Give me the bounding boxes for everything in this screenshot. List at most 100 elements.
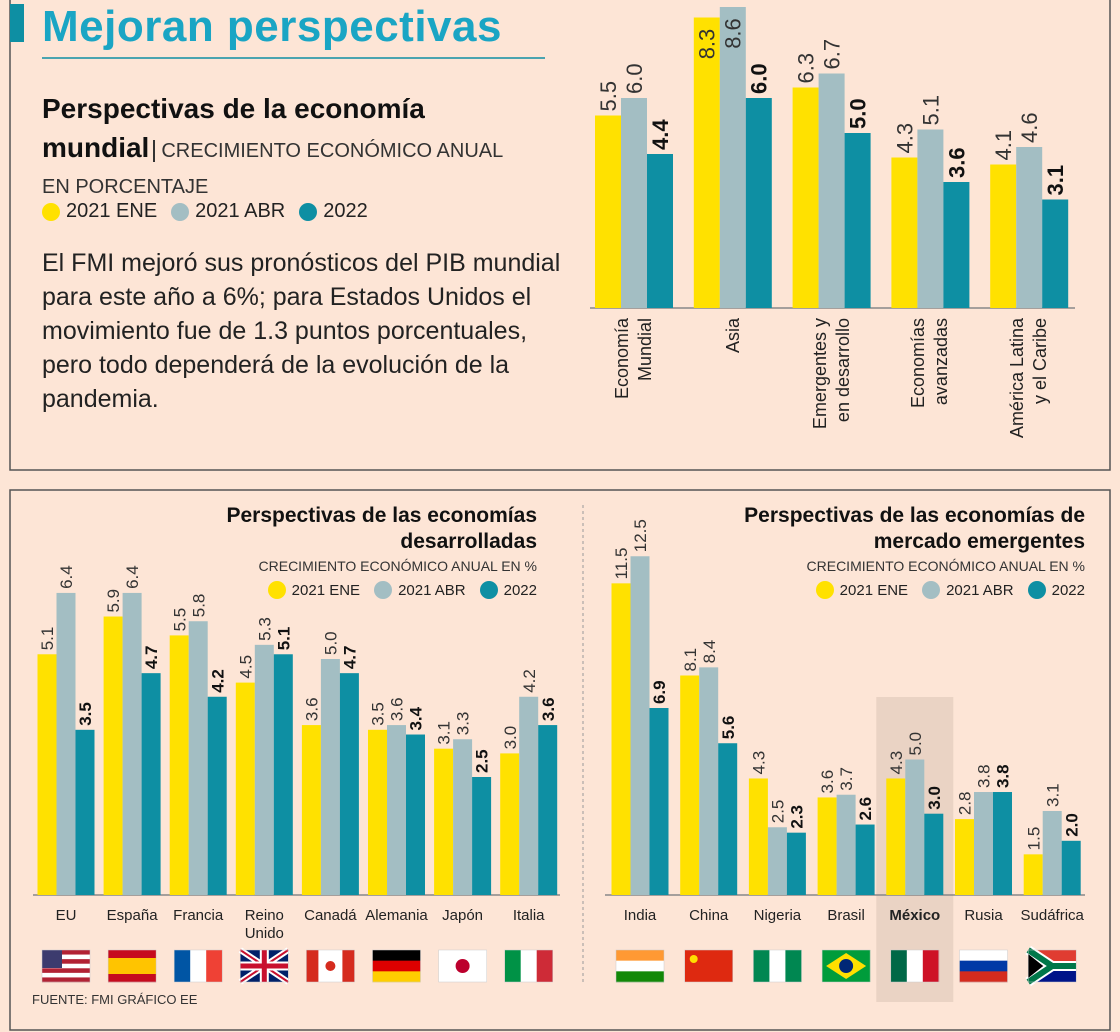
x-tick-label: China — [689, 907, 729, 924]
x-tick-label: Economía Mundial — [612, 318, 655, 400]
bar — [169, 635, 189, 895]
flag-border — [615, 949, 665, 983]
value-label: 5.5 — [170, 608, 189, 632]
flag — [107, 949, 157, 983]
legend-item: 2022 — [299, 200, 368, 223]
flag-border — [959, 949, 1008, 983]
bar — [855, 824, 875, 895]
bar — [647, 154, 673, 308]
value-label: 5.0 — [906, 732, 925, 756]
bar — [680, 675, 700, 895]
x-tick-label: Brasil — [827, 907, 865, 924]
flag-stripe — [616, 971, 664, 983]
chart-subtitle: CRECIMIENTO ECONÓMICO ANUAL EN PORCENTAJ… — [42, 140, 504, 198]
value-label: 6.3 — [794, 53, 819, 84]
flag-stripe — [504, 950, 521, 982]
legend-label: 2022 — [1051, 581, 1085, 599]
bar — [836, 794, 856, 895]
legend: 2021 ENE 2021 ABR 2022 — [815, 581, 1085, 599]
value-label: 8.6 — [721, 18, 746, 49]
bar — [207, 696, 227, 895]
flag-stripe — [342, 950, 355, 982]
value-label: 8.4 — [700, 640, 719, 664]
legend-item: 2021 ABR — [374, 581, 466, 599]
value-label: 3.8 — [975, 764, 994, 788]
value-label: 3.1 — [435, 721, 454, 745]
legend-swatch — [42, 202, 60, 221]
bar — [254, 644, 274, 895]
legend-swatch — [1027, 581, 1046, 599]
x-tick-label: Canadá — [304, 907, 357, 924]
value-label: 4.6 — [1017, 112, 1042, 143]
x-tick-label: Italia — [512, 907, 545, 924]
x-tick-label: América Latina y el Caribe — [1007, 318, 1051, 439]
flag-border — [753, 949, 802, 983]
flag-stripe — [42, 954, 90, 960]
bar — [235, 682, 255, 895]
flag-border — [1027, 949, 1077, 983]
value-label: 4.4 — [648, 119, 673, 150]
value-label: 12.5 — [631, 519, 650, 552]
value-label: 8.3 — [695, 29, 720, 60]
bar — [368, 729, 387, 895]
legend-item: 2021 ABR — [922, 581, 1014, 599]
flag-border — [684, 949, 733, 983]
flag-canton — [42, 950, 62, 968]
bar — [917, 129, 944, 308]
value-label: 6.0 — [747, 63, 772, 94]
legend-item: 2021 ABR — [171, 200, 285, 223]
legend-label: 2021 ABR — [946, 581, 1014, 599]
value-label: 3.6 — [818, 770, 837, 794]
bar — [1023, 854, 1043, 895]
value-label: 4.3 — [887, 751, 906, 775]
value-label: 3.3 — [454, 712, 473, 736]
bar — [75, 729, 95, 895]
bar — [301, 725, 321, 895]
value-label: 4.3 — [750, 751, 769, 775]
value-label: 6.9 — [650, 680, 669, 704]
bar — [955, 819, 974, 895]
x-tick-label: España — [106, 907, 158, 924]
x-tick-label: Reino Unido — [244, 907, 284, 942]
bar — [974, 792, 993, 895]
bar — [434, 748, 454, 895]
flag — [890, 949, 940, 983]
flag-stripe — [684, 950, 733, 982]
source: FUENTE: FMI GRÁFICO EE — [32, 992, 198, 1007]
x-tick-label: Emergentes y en desarrollo — [809, 318, 853, 430]
value-label: 2.5 — [473, 749, 492, 773]
value-label: 5.8 — [189, 594, 208, 618]
flag-stripe — [306, 950, 319, 982]
value-label: 3.0 — [925, 786, 944, 810]
value-label: 5.6 — [719, 716, 738, 740]
flag-stripe — [890, 950, 908, 982]
value-label: 3.7 — [837, 767, 856, 791]
flag-stripe — [959, 960, 1008, 972]
chart-subtitle: CRECIMIENTO ECONÓMICO ANUAL EN % — [258, 558, 537, 574]
flag-border — [890, 949, 940, 983]
bar — [990, 164, 1017, 308]
flag-stripe — [536, 950, 553, 982]
flag — [959, 949, 1008, 983]
legend-swatch — [374, 581, 393, 599]
flag — [41, 949, 91, 983]
value-label: 3.6 — [944, 147, 969, 178]
flag-stripe — [108, 974, 157, 983]
flag-border — [107, 949, 157, 983]
x-tick-label: Japón — [442, 907, 484, 924]
x-tick-label: Nigeria — [753, 907, 802, 924]
value-label: 3.1 — [1043, 165, 1068, 196]
flag-stripe — [108, 958, 157, 967]
flag-stripe — [785, 950, 802, 982]
value-label: 3.0 — [501, 726, 520, 750]
flag — [615, 949, 665, 983]
flag-emblem — [455, 959, 470, 973]
bar — [719, 7, 746, 308]
bar — [649, 708, 669, 895]
value-label: 11.5 — [612, 548, 631, 580]
flag-stripe — [174, 950, 191, 982]
bar — [745, 98, 772, 308]
bar — [611, 583, 631, 895]
x-tick-label: México — [889, 907, 941, 924]
x-tick-label: Sudáfrica — [1020, 907, 1084, 924]
